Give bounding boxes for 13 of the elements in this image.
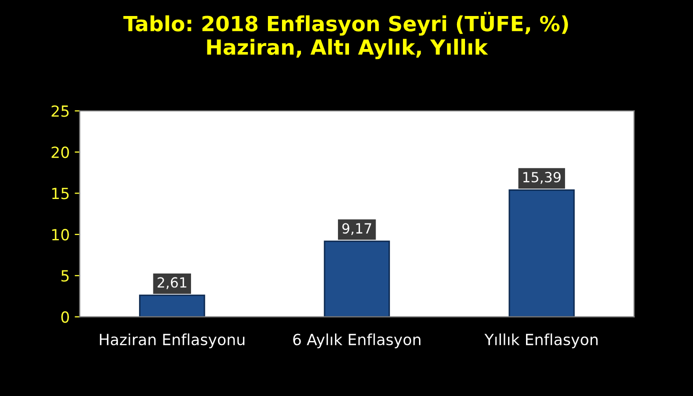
y-tick-label: 15 xyxy=(52,188,69,200)
x-tick-label: Haziran Enflasyonu xyxy=(100,333,244,348)
x-tick-label: Yıllık Enflasyon xyxy=(484,333,598,348)
y-tick-label: 5 xyxy=(61,270,69,282)
data-label: 15,39 xyxy=(523,172,561,184)
y-tick-label: 10 xyxy=(52,228,69,240)
y-tick-label: 20 xyxy=(52,146,69,158)
x-tick-label: 6 Aylık Enflasyon xyxy=(293,333,420,348)
data-label: 2,61 xyxy=(158,277,186,290)
y-tick-label: 0 xyxy=(61,311,69,323)
chart-title: Tablo: 2018 Enflasyon Seyri (TÜFE, %) Haziran, Altı Aylık, Yıllık xyxy=(123,12,568,60)
y-tick-label: 25 xyxy=(52,105,69,117)
data-label: 9,17 xyxy=(342,223,372,236)
